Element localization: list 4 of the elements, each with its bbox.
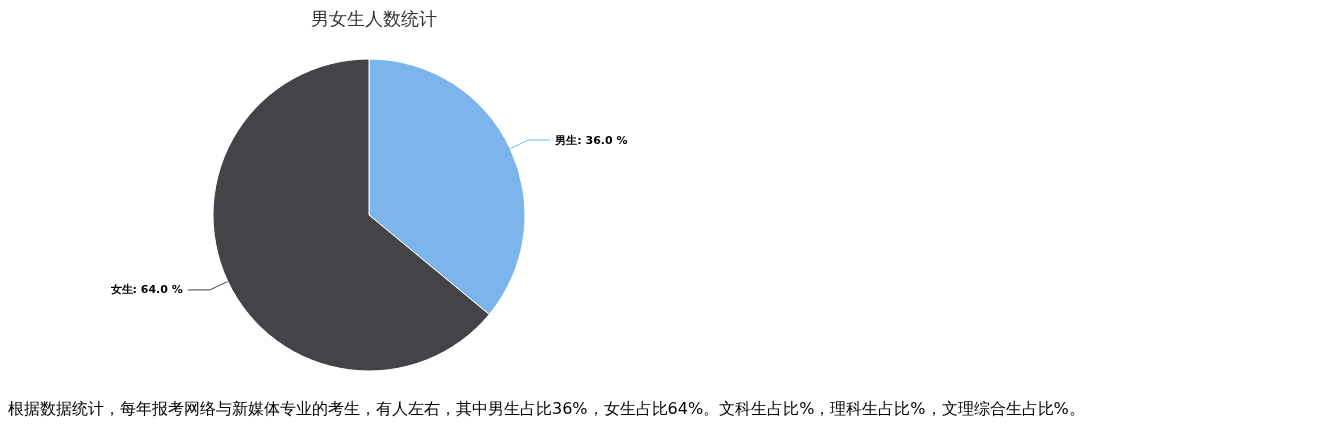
slice-label: 男生: 36.0 % [554,133,628,147]
slice-label: 女生: 64.0 % [109,283,183,297]
text: 根据数据统计，每年报考网络与新媒体专业的考生，有人左右，其中男生占比36%，女生占比64%。文科生占比%，理科生占比%，文理综合生占比%。 [8,399,1085,420]
chart-title: 男女生人数统计 [311,7,437,29]
